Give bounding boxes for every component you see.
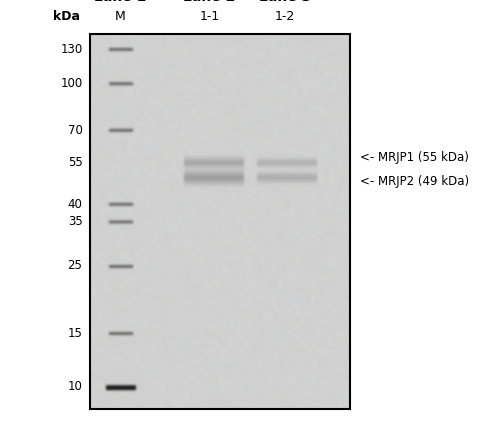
Text: M: M	[114, 10, 126, 23]
Bar	[90, 34, 350, 409]
Text: Lane 1: Lane 1	[94, 0, 146, 4]
Text: 55: 55	[68, 156, 82, 169]
Text: 1-2: 1-2	[274, 10, 295, 23]
Text: <- MRJP1 (55 kDa): <- MRJP1 (55 kDa)	[360, 152, 469, 164]
Text: 100: 100	[60, 77, 82, 90]
Text: 40: 40	[68, 198, 82, 210]
Text: Lane 2: Lane 2	[184, 0, 236, 4]
Text: 35: 35	[68, 215, 82, 228]
Text: <- MRJP2 (49 kDa): <- MRJP2 (49 kDa)	[360, 175, 469, 188]
Text: 15: 15	[68, 327, 82, 340]
Text: 10: 10	[68, 380, 82, 393]
Text: kDa: kDa	[53, 10, 80, 23]
Text: 25: 25	[68, 259, 82, 273]
Text: 1-1: 1-1	[200, 10, 220, 23]
Text: Lane 3: Lane 3	[258, 0, 311, 4]
Text: 130: 130	[60, 43, 82, 55]
Text: 70: 70	[68, 124, 82, 137]
